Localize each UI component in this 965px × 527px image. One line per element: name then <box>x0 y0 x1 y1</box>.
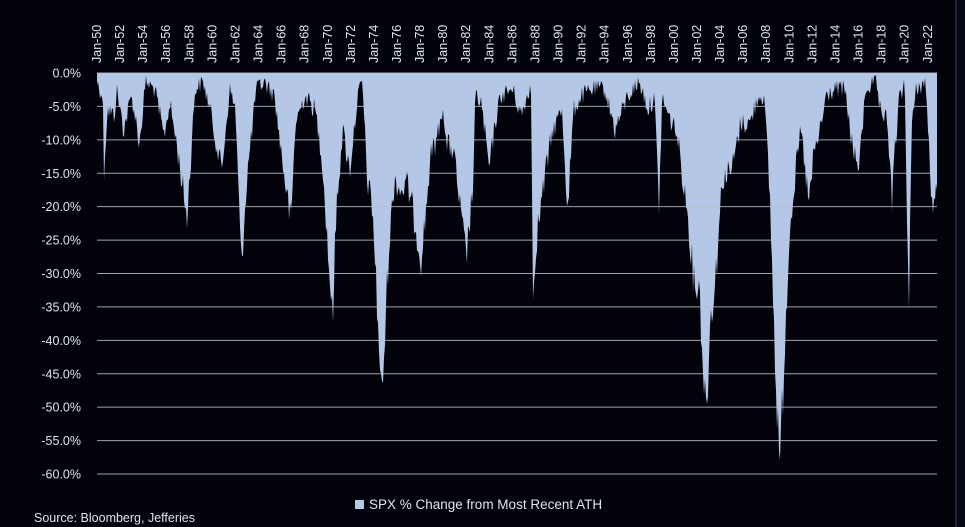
x-tick-label: Jan-98 <box>644 25 658 63</box>
x-tick-label: Jan-96 <box>621 25 635 63</box>
x-tick-label: Jan-58 <box>182 25 196 63</box>
y-tick-label: -15.0% <box>41 167 81 181</box>
x-axis-ticks: Jan-50 Jan-52 Jan-54 Jan-56 Jan-58 Jan-60 Jan-… <box>90 25 935 63</box>
y-tick-label: -20.0% <box>41 200 81 214</box>
x-tick-label: Jan-12 <box>805 25 819 63</box>
x-tick-label: Jan-94 <box>598 25 612 63</box>
y-tick-label: -45.0% <box>41 367 81 381</box>
x-tick-label: Jan-84 <box>482 25 496 63</box>
x-tick-label: Jan-92 <box>575 25 589 63</box>
x-tick-label: Jan-04 <box>713 25 727 63</box>
legend-label: SPX % Change from Most Recent ATH <box>369 497 603 512</box>
drawdown-area-layer <box>97 73 937 461</box>
x-tick-label: Jan-64 <box>252 25 266 63</box>
x-tick-label: Jan-02 <box>690 25 704 63</box>
x-tick-label: Jan-08 <box>759 25 773 63</box>
x-tick-label: Jan-52 <box>113 25 127 63</box>
x-tick-label: Jan-00 <box>667 25 681 63</box>
y-tick-label: -50.0% <box>41 401 81 415</box>
legend: SPX % Change from Most Recent ATH <box>355 497 602 512</box>
x-tick-label: Jan-70 <box>321 25 335 63</box>
x-tick-label: Jan-68 <box>298 25 312 63</box>
x-tick-label: Jan-50 <box>90 25 104 63</box>
x-tick-label: Jan-90 <box>552 25 566 63</box>
x-tick-label: Jan-82 <box>459 25 473 63</box>
x-tick-label: Jan-72 <box>344 25 358 63</box>
x-tick-label: Jan-10 <box>782 25 796 63</box>
drawdown-area <box>97 73 937 461</box>
gridlines <box>97 72 937 475</box>
x-tick-label: Jan-16 <box>852 25 866 63</box>
x-tick-label: Jan-66 <box>275 25 289 63</box>
source-note: Source: Bloomberg, Jefferies <box>34 511 195 525</box>
x-tick-label: Jan-78 <box>413 25 427 63</box>
x-tick-label: Jan-22 <box>921 25 935 63</box>
x-tick-label: Jan-54 <box>136 25 150 63</box>
x-tick-label: Jan-76 <box>390 25 404 63</box>
x-tick-label: Jan-56 <box>159 25 173 63</box>
y-tick-label: -10.0% <box>41 133 81 147</box>
y-tick-label: -40.0% <box>41 334 81 348</box>
y-tick-label: -25.0% <box>41 234 81 248</box>
y-axis-ticks: 0.0% -5.0% -10.0% -15.0% -20.0% -25.0% -30.0% -… <box>41 67 81 482</box>
y-tick-label: -55.0% <box>41 434 81 448</box>
x-tick-label: Jan-06 <box>736 25 750 63</box>
x-tick-label: Jan-18 <box>875 25 889 63</box>
x-tick-label: Jan-62 <box>228 25 242 63</box>
y-tick-label: -60.0% <box>41 468 81 482</box>
y-tick-label: -35.0% <box>41 300 81 314</box>
y-tick-label: -5.0% <box>48 100 81 114</box>
y-tick-label: -30.0% <box>41 267 81 281</box>
x-tick-label: Jan-88 <box>528 25 542 63</box>
legend-swatch <box>355 500 364 509</box>
x-tick-label: Jan-80 <box>436 25 450 63</box>
y-tick-label: 0.0% <box>53 67 82 81</box>
x-tick-label: Jan-74 <box>367 25 381 63</box>
x-tick-label: Jan-20 <box>898 25 912 63</box>
x-tick-label: Jan-86 <box>505 25 519 63</box>
x-tick-label: Jan-60 <box>205 25 219 63</box>
x-tick-label: Jan-14 <box>828 25 842 63</box>
